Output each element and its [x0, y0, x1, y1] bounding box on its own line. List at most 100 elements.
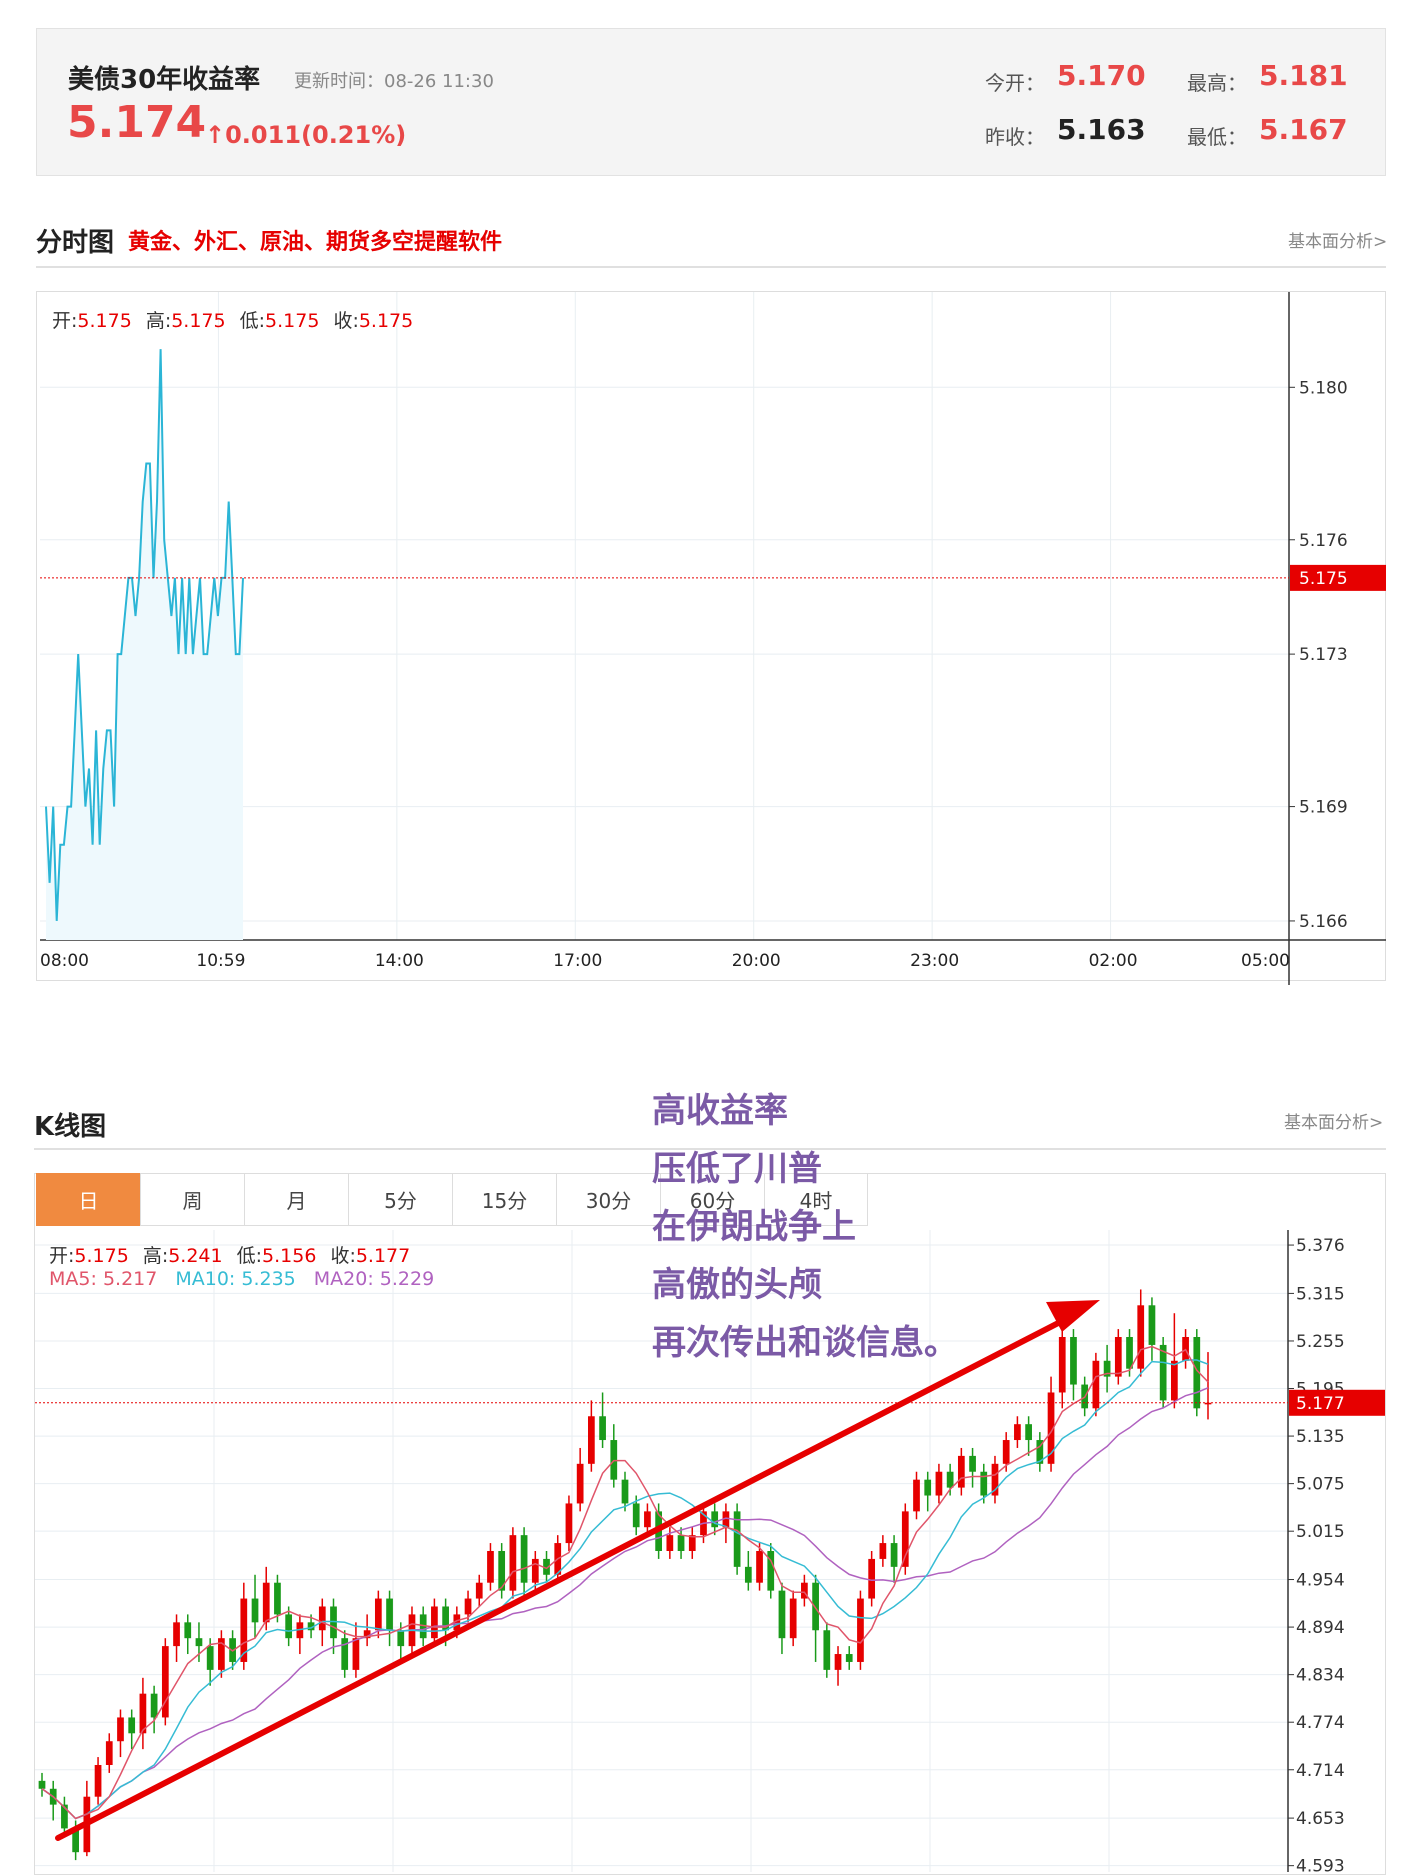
ohlc-high-label: 高: [142, 1245, 169, 1267]
low-value: 5.167 [1259, 113, 1348, 146]
kline-chart-box [34, 1173, 1386, 1875]
update-time: 更新时间：08-26 11:30 [294, 67, 494, 93]
ohlc-low: 5.156 [262, 1245, 317, 1267]
tab-4h[interactable]: 4时 [764, 1173, 868, 1226]
candle-body [576, 1463, 584, 1504]
area-fill [46, 349, 243, 940]
intraday-chart-box [36, 291, 1386, 981]
candle-body [397, 1630, 405, 1647]
trend-arrow-line [55, 1315, 1071, 1841]
current-price: 5.174 [67, 97, 207, 148]
candle-body [139, 1693, 147, 1734]
candle-body [801, 1582, 808, 1599]
candle-body [543, 1558, 550, 1575]
tab-5min[interactable]: 5分 [348, 1173, 452, 1226]
candle-body [487, 1551, 494, 1583]
annotation-line: 高收益率 [652, 1091, 788, 1131]
candle-body [128, 1717, 136, 1734]
price-line [45, 349, 244, 921]
tab-60min[interactable]: 60分 [660, 1173, 764, 1226]
candle-body [453, 1614, 461, 1631]
candle-body [1036, 1440, 1044, 1464]
candle-body [812, 1582, 819, 1631]
candle-body [1148, 1305, 1156, 1345]
candle-body [285, 1614, 293, 1639]
candle-body [1171, 1360, 1178, 1401]
candle-body [834, 1654, 842, 1670]
ohlc-open-label: 开: [49, 1245, 75, 1267]
candle-body [1070, 1337, 1077, 1385]
candle-body [318, 1606, 326, 1631]
candle-body [509, 1535, 517, 1591]
x-tick-label: 02:00 [1089, 951, 1138, 971]
candle-body [330, 1606, 337, 1639]
y-tick-label: 5.166 [1299, 912, 1348, 932]
candle-body [251, 1598, 259, 1623]
candle-body [72, 1828, 79, 1853]
high-label: 最高： [1187, 71, 1247, 95]
candle-body [677, 1535, 685, 1551]
ma10-label: MA10: [175, 1268, 236, 1290]
candle-body [946, 1471, 954, 1488]
annotation-line: 在伊朗战争上 [652, 1207, 856, 1247]
y-tick-label: 4.774 [1296, 1713, 1345, 1733]
candle-body [374, 1598, 382, 1631]
tab-month[interactable]: 月 [244, 1173, 348, 1226]
ma20-line [41, 1387, 1209, 1820]
ohlc-high-label: 高: [145, 310, 172, 332]
candle-body [1193, 1337, 1201, 1409]
quote-panel: 美债30年收益率 更新时间：08-26 11:30 5.174 ↑0.011(0… [36, 28, 1386, 176]
candle-body [935, 1471, 943, 1496]
x-tick-label: 10:59 [196, 951, 245, 971]
candle-body [431, 1606, 438, 1639]
ma10-line [41, 1359, 1209, 1820]
candle-body [363, 1630, 371, 1639]
candle-body [711, 1511, 719, 1528]
kline-fundamental-link[interactable]: 基本面分析> [1284, 1113, 1384, 1133]
candle-body [1092, 1360, 1100, 1409]
candle-body [823, 1630, 831, 1670]
candle-body [1002, 1440, 1010, 1464]
candle-body [307, 1622, 315, 1631]
tab-day[interactable]: 日 [36, 1173, 140, 1226]
candle-body [94, 1765, 102, 1797]
y-tick-label: 5.135 [1296, 1427, 1345, 1447]
ma20-value: 5.229 [379, 1268, 435, 1290]
candle-body [688, 1535, 696, 1551]
candle-body [531, 1558, 539, 1583]
candle-body [105, 1741, 113, 1765]
candle-body [644, 1511, 651, 1528]
y-tick-label: 4.894 [1296, 1618, 1345, 1638]
candle-body [767, 1551, 775, 1591]
candle-body [778, 1590, 786, 1639]
candle-body [957, 1455, 965, 1488]
price-change: ↑0.011(0.21%) [205, 121, 406, 149]
tab-15min[interactable]: 15分 [452, 1173, 556, 1226]
fundamental-analysis-link[interactable]: 基本面分析> [1288, 232, 1388, 252]
kline-title: K线图 [34, 1112, 107, 1142]
ma5-legend: MA5: 5.217 [49, 1268, 157, 1290]
candle-body [901, 1511, 909, 1567]
candle-body [206, 1646, 214, 1670]
annotation-line: 高傲的头颅 [652, 1265, 822, 1305]
candle-body [632, 1503, 640, 1528]
y-tick-label: 5.255 [1296, 1332, 1345, 1352]
candle-body [1159, 1344, 1167, 1401]
candle-body [913, 1479, 920, 1512]
candle-body [38, 1780, 46, 1789]
promo-link[interactable]: 黄金、外汇、原油、期货多空提醒软件 [128, 230, 503, 255]
tab-week[interactable]: 周 [140, 1173, 244, 1226]
candle-body [498, 1551, 506, 1591]
candle-body [386, 1598, 393, 1631]
open-value: 5.170 [1057, 59, 1146, 92]
intraday-chart: 08:00 10:59 14:00 17:00 20:00 23:00 02:00 05:00… [40, 292, 1386, 985]
candle-body [274, 1582, 281, 1615]
price-change-value: 0.011(0.21%) [225, 121, 407, 149]
x-tick-label: 08:00 [40, 951, 89, 971]
open-label: 今开： [985, 71, 1045, 95]
ma10-value: 5.235 [241, 1268, 296, 1290]
update-time-label: 更新时间： [294, 71, 384, 92]
tab-30min[interactable]: 30分 [556, 1173, 660, 1226]
divider [34, 1148, 1386, 1150]
ohlc-close-label: 收: [333, 310, 359, 332]
